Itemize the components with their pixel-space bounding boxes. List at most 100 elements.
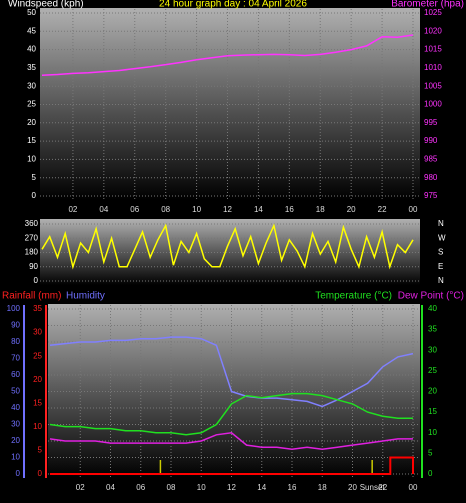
x-tick-label: 10 (197, 483, 206, 492)
x-tick-label: 04 (99, 205, 108, 214)
y3-tick-label: 15 (33, 398, 42, 407)
y2-tick-label: 40 (428, 304, 437, 313)
y2-tick-label: 1025 (424, 8, 442, 17)
y2-tick-label: 995 (424, 118, 438, 127)
x-tick-label: 18 (316, 205, 325, 214)
x-tick-label: 16 (285, 205, 294, 214)
y2-tick-label: 1010 (424, 63, 442, 72)
y3-tick-label: 20 (33, 375, 42, 384)
y-tick-label: 20 (27, 118, 36, 127)
x-tick-label: 12 (223, 205, 232, 214)
y-tick-label: 5 (32, 173, 37, 182)
y2-tick-label: 5 (428, 448, 433, 457)
y-tick-label: 80 (11, 337, 20, 346)
legend-item: Humidity (66, 291, 105, 302)
y2-axis-label: Barometer (hpa) (391, 0, 464, 10)
y2-tick-label: 25 (428, 366, 437, 375)
x-tick-label: 06 (136, 483, 145, 492)
y-tick-label: 30 (11, 420, 20, 429)
y-tick-label: 15 (27, 136, 36, 145)
y-tick-label: 10 (27, 155, 36, 164)
y2-tick-label: 1015 (424, 45, 442, 54)
x-tick-label: 16 (288, 483, 297, 492)
series-line (49, 432, 413, 451)
x-tick-label: 14 (254, 205, 263, 214)
y-tick-label: 50 (11, 387, 20, 396)
x-tick-label: 08 (161, 205, 170, 214)
legend-item: Temperature (°C) (315, 291, 392, 302)
y-tick-label: 180 (25, 248, 39, 257)
y-tick-label: 35 (27, 63, 36, 72)
y2-tick-label: 985 (424, 155, 438, 164)
y-tick-label: 100 (7, 304, 21, 313)
x-tick-label: 02 (76, 483, 85, 492)
legend-item: Dew Point (°C) (398, 291, 464, 302)
y-tick-label: 70 (11, 354, 20, 363)
x-tick-label: 00 (409, 205, 418, 214)
y2-tick-label: 980 (424, 173, 438, 182)
y2-tick-label: W (438, 233, 446, 242)
y-tick-label: 0 (34, 276, 39, 285)
series-line (49, 336, 414, 408)
x-tick-label: 18 (318, 483, 327, 492)
series-line (41, 223, 414, 270)
series-line (49, 392, 413, 436)
y2-tick-label: 15 (428, 407, 437, 416)
x-tick-label: 06 (130, 205, 139, 214)
x-tick-label: 22 (378, 483, 387, 492)
y3-tick-label: 30 (33, 328, 42, 337)
y2-tick-label: N (438, 219, 444, 228)
y3-tick-label: 35 (33, 304, 42, 313)
x-tick-label: 00 (409, 483, 418, 492)
x-tick-label: 08 (167, 483, 176, 492)
y3-tick-label: 0 (38, 469, 43, 478)
y2-tick-label: 1005 (424, 81, 442, 90)
series-line (50, 456, 414, 475)
y-tick-label: 20 (11, 436, 20, 445)
legend-item: Rainfall (mm) (2, 291, 61, 302)
y2-tick-label: S (438, 248, 443, 257)
y-tick-label: 270 (25, 233, 39, 242)
x-tick-label: 10 (192, 205, 201, 214)
y-tick-label: 25 (27, 100, 36, 109)
y-tick-label: 90 (29, 262, 38, 271)
y2-tick-label: 35 (428, 325, 437, 334)
x-tick-label: 22 (378, 205, 387, 214)
y-tick-label: 0 (32, 191, 37, 200)
annotation: Sunset (360, 483, 386, 492)
y2-tick-label: E (438, 262, 443, 271)
y-axis-label: Windspeed (kph) (8, 0, 84, 10)
y-tick-label: 10 (11, 453, 20, 462)
y2-tick-label: N (438, 276, 444, 285)
y2-tick-label: 20 (428, 387, 437, 396)
y-tick-label: 0 (16, 469, 21, 478)
y-tick-label: 50 (27, 8, 36, 17)
y3-tick-label: 25 (33, 351, 42, 360)
y2-tick-label: 10 (428, 428, 437, 437)
y2-tick-label: 975 (424, 191, 438, 200)
chart-title: 24 hour graph day : 04 April 2026 (159, 0, 307, 10)
y3-tick-label: 5 (38, 446, 43, 455)
y2-tick-label: 990 (424, 136, 438, 145)
y-tick-label: 40 (27, 45, 36, 54)
y-tick-label: 360 (25, 219, 39, 228)
y2-tick-label: 0 (428, 469, 433, 478)
x-tick-label: 20 (348, 483, 357, 492)
x-tick-label: 14 (257, 483, 266, 492)
y3-tick-label: 10 (33, 422, 42, 431)
y-tick-label: 30 (27, 81, 36, 90)
y-tick-label: 90 (11, 321, 20, 330)
x-tick-label: 12 (227, 483, 236, 492)
x-tick-label: 20 (347, 205, 356, 214)
y-tick-label: 45 (27, 26, 36, 35)
y2-tick-label: 1020 (424, 26, 442, 35)
y-tick-label: 60 (11, 370, 20, 379)
series-line (41, 34, 414, 76)
y2-tick-label: 1000 (424, 100, 442, 109)
y2-tick-label: 30 (428, 345, 437, 354)
x-tick-label: 04 (106, 483, 115, 492)
y-tick-label: 40 (11, 403, 20, 412)
x-tick-label: 02 (68, 205, 77, 214)
